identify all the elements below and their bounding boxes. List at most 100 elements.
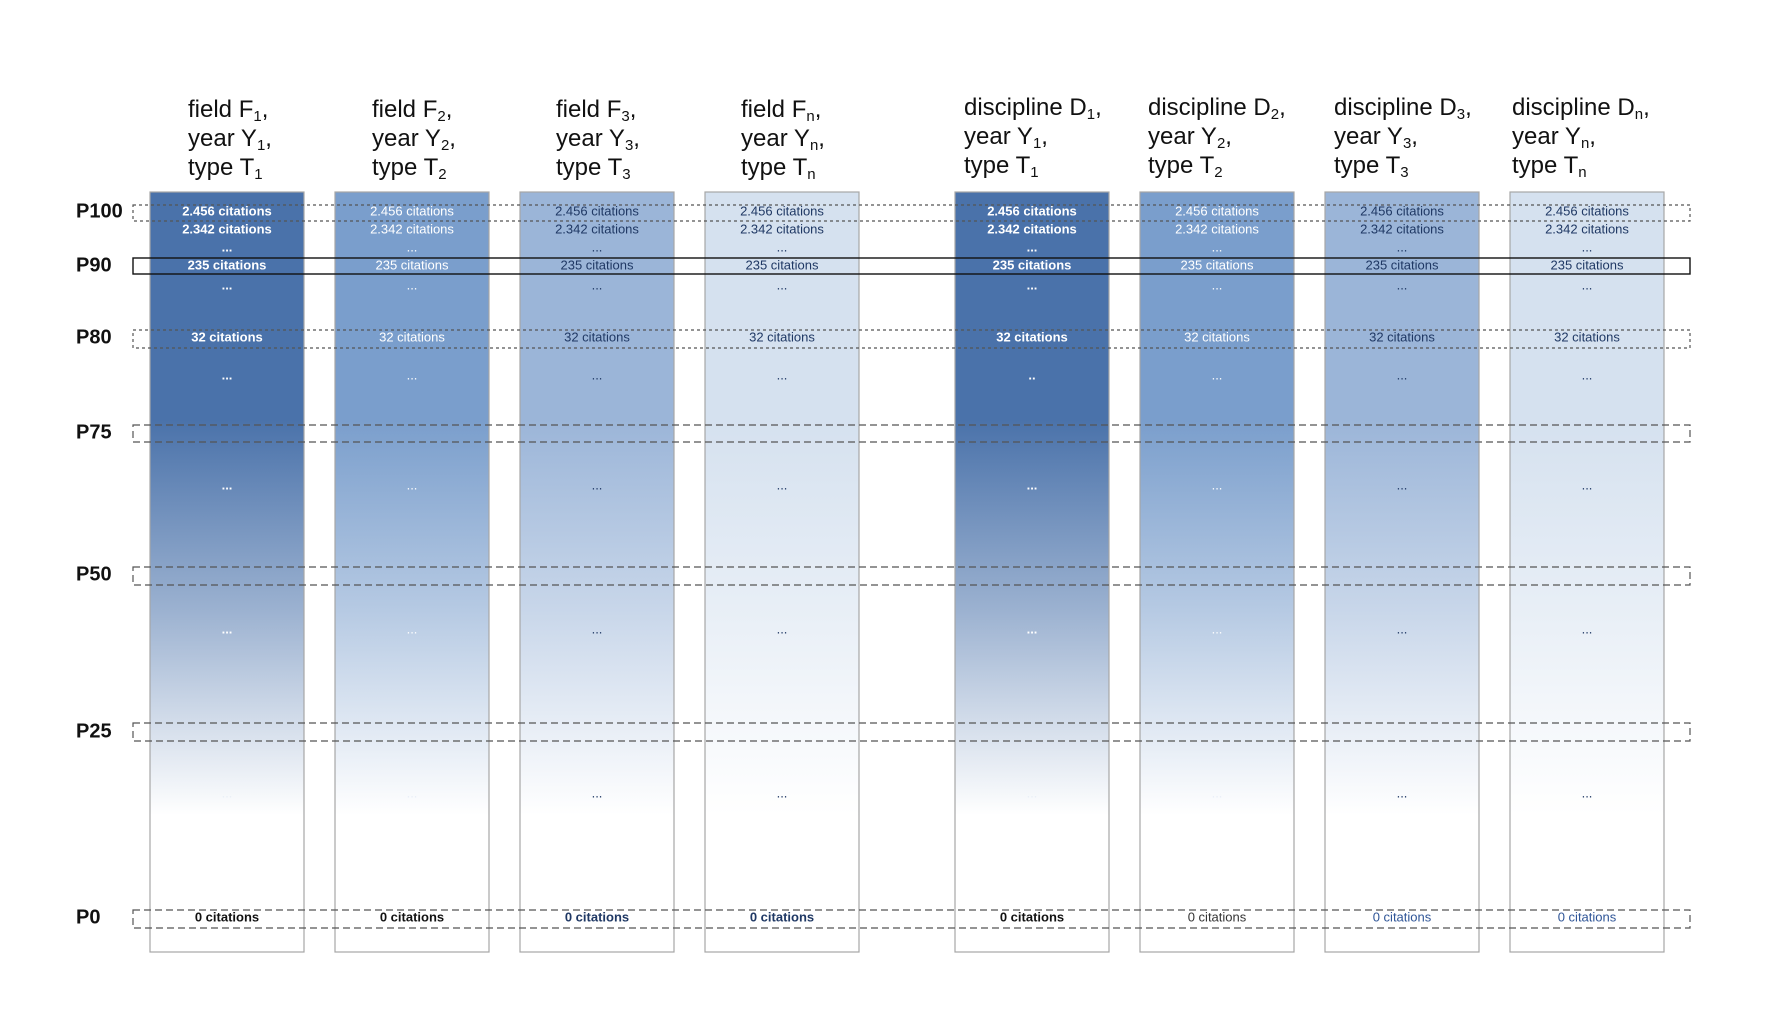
header-line: year Y1, bbox=[188, 125, 272, 154]
cell-dots-d3: ... bbox=[1397, 367, 1408, 382]
band-p50 bbox=[132, 566, 1691, 586]
cell-p99-d3: 2.342 citations bbox=[1360, 221, 1444, 236]
header-line: year Y1, bbox=[964, 123, 1048, 152]
cell-dots-dn: ... bbox=[1582, 367, 1593, 382]
header-line: discipline D2, bbox=[1148, 94, 1286, 123]
cell-p100-d2: 2.456 citations bbox=[1175, 203, 1259, 218]
header-line: type T2 bbox=[1148, 152, 1223, 181]
percentile-label-p100: P100 bbox=[76, 200, 123, 223]
cell-dots-f1: ... bbox=[222, 367, 233, 382]
column-f1 bbox=[149, 191, 305, 953]
cell-dots-f2: ... bbox=[407, 785, 418, 800]
cell-p90-d3: 235 citations bbox=[1366, 257, 1439, 272]
cell-p80-d1: 32 citations bbox=[996, 329, 1068, 344]
header-line: type T2 bbox=[372, 154, 447, 183]
percentile-label-p25: P25 bbox=[76, 720, 112, 743]
cell-dots-f3: ... bbox=[592, 277, 603, 292]
cell-dots-f1: ... bbox=[222, 239, 233, 254]
column-dn bbox=[1509, 191, 1665, 953]
cell-p80-f2: 32 citations bbox=[379, 329, 445, 344]
cell-p80-f1: 32 citations bbox=[191, 329, 263, 344]
header-line: type Tn bbox=[1512, 152, 1587, 181]
column-header-f2: field F2, year Y2, type T2 bbox=[372, 95, 456, 182]
cell-dots-dn: ... bbox=[1582, 277, 1593, 292]
header-line: discipline D3, bbox=[1334, 94, 1472, 123]
cell-dots-f1: ... bbox=[222, 277, 233, 292]
cell-p80-fn: 32 citations bbox=[749, 329, 815, 344]
cell-p100-d3: 2.456 citations bbox=[1360, 203, 1444, 218]
column-header-d2: discipline D2, year Y2, type T2 bbox=[1148, 93, 1286, 180]
column-fn bbox=[704, 191, 860, 953]
header-line: field F3, bbox=[556, 96, 637, 125]
percentile-label-p50: P50 bbox=[76, 563, 112, 586]
header-line: field Fn, bbox=[741, 96, 822, 125]
header-line: type T3 bbox=[556, 154, 631, 183]
cell-p0-fn: 0 citations bbox=[750, 909, 814, 924]
header-line: discipline D1, bbox=[964, 94, 1102, 123]
band-p80 bbox=[132, 329, 1691, 349]
cell-p0-d2: 0 citations bbox=[1188, 909, 1247, 924]
cell-dots-d1: .. bbox=[1028, 367, 1035, 382]
cell-p100-dn: 2.456 citations bbox=[1545, 203, 1629, 218]
band-p75 bbox=[132, 424, 1691, 443]
cell-p0-d3: 0 citations bbox=[1373, 909, 1432, 924]
header-line: year Y2, bbox=[372, 125, 456, 154]
band-p100 bbox=[132, 204, 1691, 222]
cell-dots-fn: ... bbox=[777, 621, 788, 636]
percentile-label-p75: P75 bbox=[76, 421, 112, 444]
cell-p99-f2: 2.342 citations bbox=[370, 221, 454, 236]
header-line: year Yn, bbox=[1512, 123, 1596, 152]
cell-dots-d2: ... bbox=[1212, 367, 1223, 382]
cell-p80-d2: 32 citations bbox=[1184, 329, 1250, 344]
cell-dots-f3: ... bbox=[592, 239, 603, 254]
header-line: type T1 bbox=[188, 154, 263, 183]
header-line: year Y3, bbox=[556, 125, 640, 154]
cell-dots-f3: ... bbox=[592, 621, 603, 636]
cell-dots-dn: ... bbox=[1582, 621, 1593, 636]
column-header-dn: discipline Dn, year Yn, type Tn bbox=[1512, 93, 1650, 180]
column-d2 bbox=[1139, 191, 1295, 953]
cell-p90-dn: 235 citations bbox=[1551, 257, 1624, 272]
column-header-f3: field F3, year Y3, type T3 bbox=[556, 95, 640, 182]
cell-p80-d3: 32 citations bbox=[1369, 329, 1435, 344]
percentile-label-p80: P80 bbox=[76, 326, 112, 349]
cell-dots-fn: ... bbox=[777, 367, 788, 382]
cell-dots-d3: ... bbox=[1397, 621, 1408, 636]
cell-dots-f1: ... bbox=[222, 621, 233, 636]
cell-dots-d1: ... bbox=[1027, 239, 1038, 254]
cell-dots-f1: ... bbox=[222, 785, 233, 800]
cell-dots-d1: ... bbox=[1027, 277, 1038, 292]
column-header-f1: field F1, year Y1, type T1 bbox=[188, 95, 272, 182]
cell-p0-f2: 0 citations bbox=[380, 909, 444, 924]
band-p0 bbox=[132, 909, 1691, 929]
header-line: type T1 bbox=[964, 152, 1039, 181]
header-line: discipline Dn, bbox=[1512, 94, 1650, 123]
cell-p90-f3: 235 citations bbox=[561, 257, 634, 272]
cell-p99-dn: 2.342 citations bbox=[1545, 221, 1629, 236]
cell-p99-d2: 2.342 citations bbox=[1175, 221, 1259, 236]
cell-dots-f3: ... bbox=[592, 367, 603, 382]
cell-dots-d2: ... bbox=[1212, 477, 1223, 492]
header-line: year Y3, bbox=[1334, 123, 1418, 152]
cell-p0-f3: 0 citations bbox=[565, 909, 629, 924]
cell-p90-fn: 235 citations bbox=[746, 257, 819, 272]
cell-p99-f1: 2.342 citations bbox=[182, 221, 272, 236]
column-header-d3: discipline D3, year Y3, type T3 bbox=[1334, 93, 1472, 180]
header-line: type Tn bbox=[741, 154, 816, 183]
cell-dots-d1: ... bbox=[1027, 621, 1038, 636]
cell-dots-fn: ... bbox=[777, 477, 788, 492]
percentile-label-p90: P90 bbox=[76, 254, 112, 277]
cell-dots-d3: ... bbox=[1397, 277, 1408, 292]
cell-dots-fn: ... bbox=[777, 785, 788, 800]
column-f3 bbox=[519, 191, 675, 953]
cell-p80-dn: 32 citations bbox=[1554, 329, 1620, 344]
header-line: year Y2, bbox=[1148, 123, 1232, 152]
column-d3 bbox=[1324, 191, 1480, 953]
cell-p0-f1: 0 citations bbox=[195, 909, 259, 924]
cell-p100-fn: 2.456 citations bbox=[740, 203, 824, 218]
cell-p100-d1: 2.456 citations bbox=[987, 203, 1077, 218]
cell-dots-d2: ... bbox=[1212, 239, 1223, 254]
cell-p90-d1: 235 citations bbox=[993, 257, 1072, 272]
cell-dots-fn: ... bbox=[777, 239, 788, 254]
